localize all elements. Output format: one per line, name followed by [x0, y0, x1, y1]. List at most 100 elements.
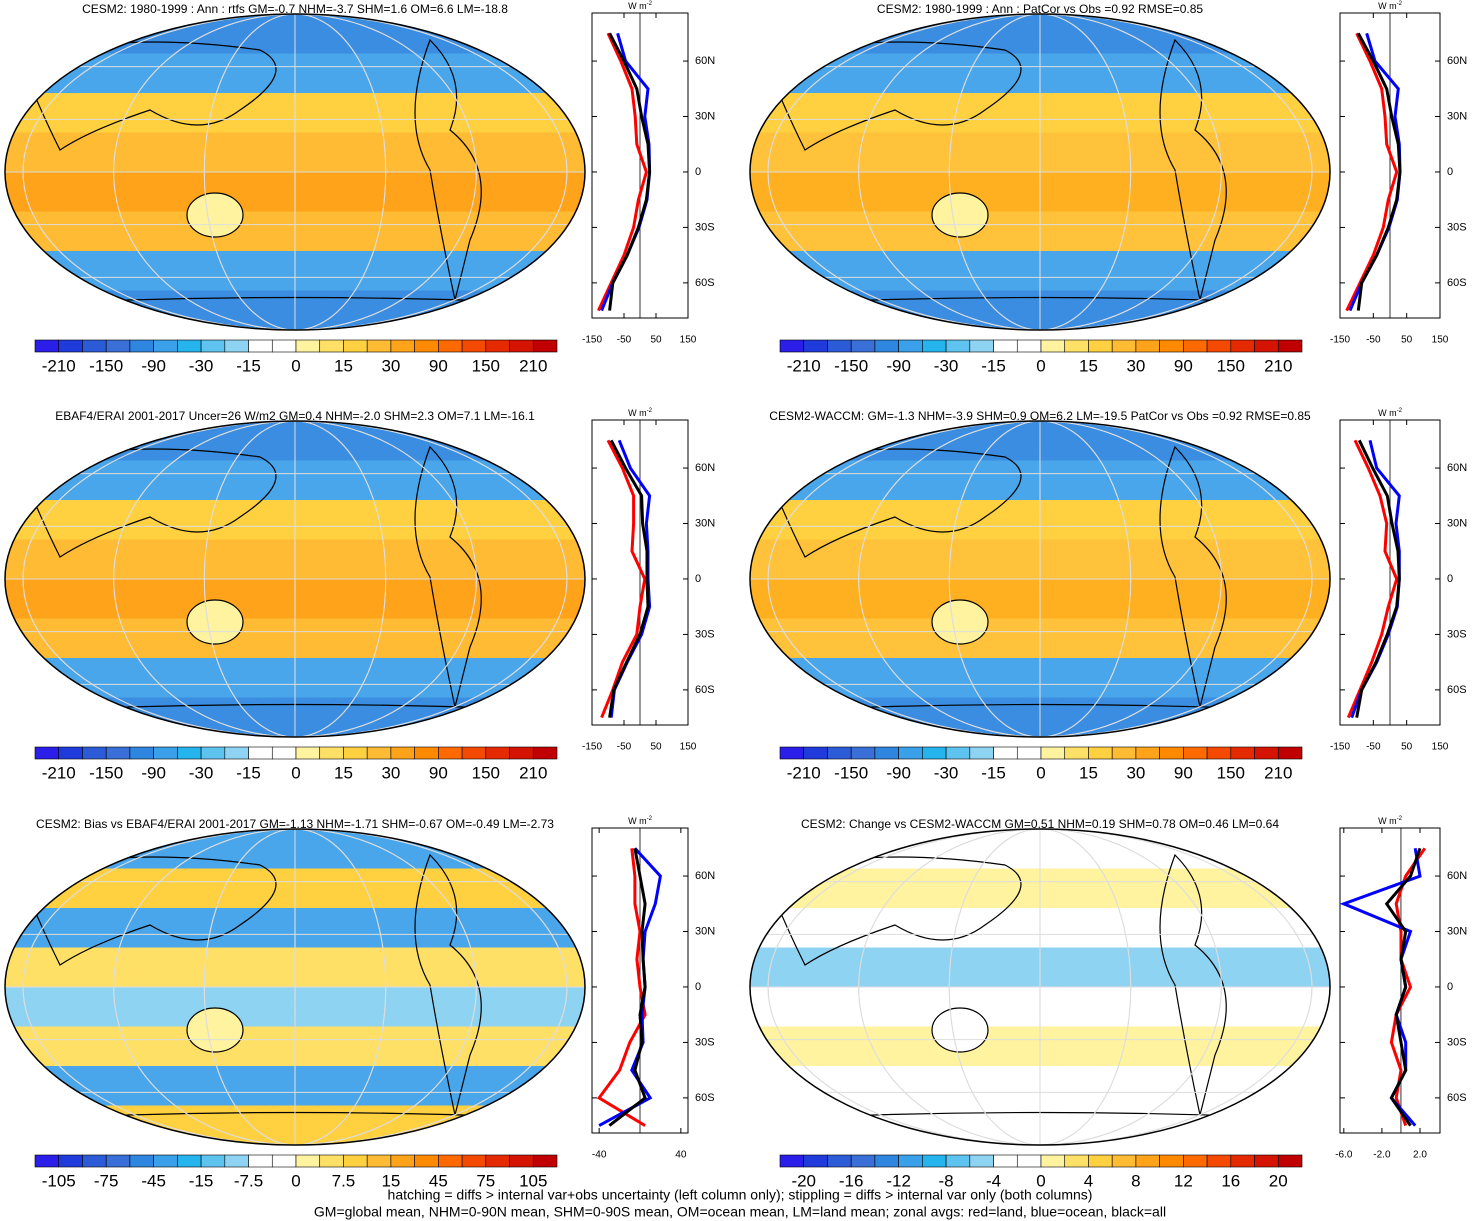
colorbar-box [1040, 339, 1066, 353]
colorbar-box [803, 1154, 828, 1168]
colorbar-box [532, 746, 558, 760]
colorbar-box [1183, 746, 1208, 760]
y-tick-label: 0 [1447, 573, 1453, 585]
colorbar-box [827, 1154, 852, 1168]
map-meridian [948, 829, 1132, 1145]
colorbar-box [898, 746, 923, 760]
colorbar-box [414, 339, 439, 353]
map-border [4, 13, 586, 331]
colorbar-box [58, 1154, 83, 1168]
colorbar-label: 75 [476, 1171, 495, 1190]
map-border [749, 13, 1331, 331]
colorbar-box [1206, 1154, 1232, 1168]
colorbar-label: 15 [1079, 356, 1098, 375]
x-tick-label: 50 [1401, 335, 1413, 346]
colorbar-label: -90 [886, 356, 911, 375]
zonal-line [608, 439, 650, 718]
colorbar-box [82, 746, 107, 760]
colorbar-box [1230, 746, 1255, 760]
colorbar-box [827, 339, 852, 353]
map [5, 421, 585, 737]
colorbar-label: 0 [1036, 356, 1045, 375]
colorbar-box [390, 1154, 415, 1168]
landmass [764, 41, 1022, 151]
colorbar-label: -15 [981, 356, 1006, 375]
x-tick-label: 50 [1401, 742, 1413, 753]
colorbar-box [105, 339, 131, 353]
colorbar-box [414, 1154, 439, 1168]
colorbar-label: -15 [236, 356, 261, 375]
zonal-line [1384, 847, 1422, 1127]
colorbar-box [366, 1154, 392, 1168]
colorbar-box [1230, 1154, 1255, 1168]
colorbar-box [1040, 746, 1066, 760]
colorbar-label: 15 [334, 763, 353, 782]
colorbar-box [461, 746, 487, 760]
landmass [931, 599, 989, 645]
x-tick-label: -50 [617, 742, 632, 753]
colorbar-label: 210 [519, 763, 547, 782]
x-tick-label: -50 [1366, 335, 1381, 346]
panel: EBAF4/ERAI 2001-2017 Uncer=26 W/m2 GM=0.… [4, 408, 715, 782]
zonal-line [597, 32, 648, 312]
colorbar-box [224, 1154, 249, 1168]
colorbar-box [1183, 339, 1208, 353]
axis-unit-exp: -2 [1397, 408, 1403, 414]
x-tick-label: -150 [582, 335, 602, 346]
colorbar-box [438, 746, 463, 760]
map-meridian [858, 14, 1222, 330]
colorbar-label: 30 [381, 763, 400, 782]
colorbar-box [461, 339, 487, 353]
panel-title: CESM2: Change vs CESM2-WACCM GM=0.51 NHM… [801, 817, 1279, 831]
colorbar-box [1206, 746, 1232, 760]
y-tick-label: 60S [695, 684, 715, 696]
x-tick-label: 150 [680, 742, 697, 753]
y-tick-label: 30N [1447, 517, 1467, 529]
y-tick-label: 0 [695, 981, 701, 993]
colorbar-label: 210 [519, 356, 547, 375]
colorbar-box [532, 339, 558, 353]
colorbar-box [177, 1154, 202, 1168]
colorbar-box [1159, 746, 1184, 760]
landmass [186, 1007, 244, 1053]
colorbar-box [1064, 1154, 1089, 1168]
axis-unit: W m-2 [628, 1, 652, 12]
colorbar-box [969, 339, 994, 353]
map-meridian [767, 829, 1313, 1145]
axis-unit-base: W m [1378, 1, 1397, 11]
colorbar-box [1277, 746, 1303, 760]
panel: CESM2: Bias vs EBAF4/ERAI 2001-2017 GM=-… [4, 816, 715, 1190]
axis-unit: W m-2 [1378, 1, 1402, 12]
colorbar-label: 105 [519, 1171, 547, 1190]
colorbar-box [945, 746, 971, 760]
x-tick-label: -6.0 [1335, 1150, 1353, 1161]
colorbar-box [177, 339, 202, 353]
colorbar-box [129, 339, 154, 353]
colorbar-box [803, 746, 828, 760]
colorbar-box [343, 746, 368, 760]
colorbar-box [509, 746, 534, 760]
y-tick-label: 60N [1447, 462, 1467, 474]
landmass [764, 856, 1022, 966]
colorbar-label: 15 [381, 1171, 400, 1190]
colorbar-box [485, 1154, 510, 1168]
x-tick-label: 150 [680, 335, 697, 346]
colorbar-label: -7.5 [234, 1171, 263, 1190]
colorbar-label: 90 [1174, 356, 1193, 375]
colorbar-label: -8 [939, 1171, 954, 1190]
map-meridian [767, 14, 1313, 330]
y-tick-label: 60S [695, 277, 715, 289]
y-tick-label: 0 [695, 573, 701, 585]
colorbar-box [414, 746, 439, 760]
panel-title: CESM2: Bias vs EBAF4/ERAI 2001-2017 GM=-… [36, 817, 554, 831]
colorbar-box [874, 1154, 899, 1168]
map-meridian [22, 14, 568, 330]
colorbar-box [827, 746, 852, 760]
footer-note: hatching = diffs > internal var+obs unce… [388, 1187, 1093, 1203]
x-tick-label: 150 [1432, 742, 1449, 753]
colorbar-box [1016, 1154, 1042, 1168]
colorbar-box [1111, 746, 1137, 760]
colorbar-label: -30 [189, 763, 214, 782]
colorbar-box [485, 339, 510, 353]
